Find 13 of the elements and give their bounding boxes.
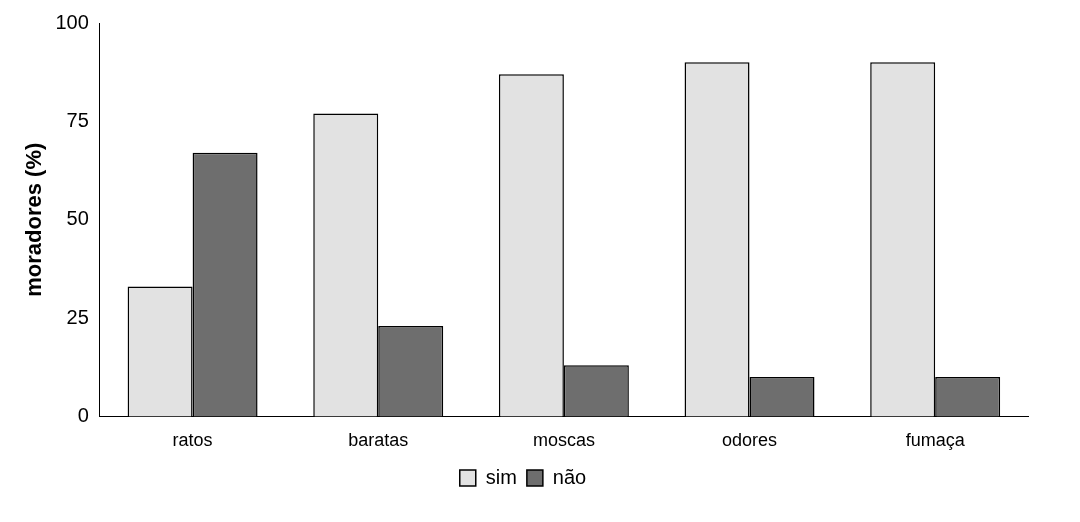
x-tick-label: moscas bbox=[532, 430, 595, 451]
y-tick-label: 100 bbox=[55, 10, 89, 33]
x-tick-label: baratas bbox=[348, 430, 409, 451]
legend-label: sim bbox=[485, 465, 517, 488]
x-tick-label: odores bbox=[722, 430, 778, 451]
y-tick-label: 0 bbox=[77, 403, 89, 426]
x-tick-label: fumaça bbox=[905, 430, 966, 451]
legend-label: não bbox=[552, 465, 587, 488]
y-tick-label: 50 bbox=[66, 207, 89, 230]
y-tick-label: 25 bbox=[66, 305, 89, 328]
y-tick-label: 75 bbox=[66, 108, 89, 131]
y-axis-title: moradores (%) bbox=[21, 142, 47, 297]
x-tick-label: ratos bbox=[172, 430, 213, 451]
